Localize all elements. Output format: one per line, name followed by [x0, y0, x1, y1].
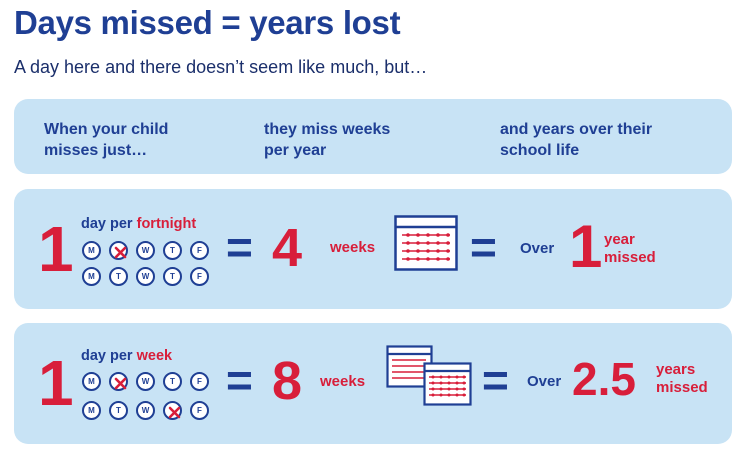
- page-title: Days missed = years lost: [14, 4, 401, 41]
- weeks-count: 4: [272, 218, 303, 278]
- day-thu-missed: T: [163, 401, 182, 420]
- frequency-label: day per fortnight: [81, 216, 197, 232]
- day-tue: T: [109, 401, 128, 420]
- equals-sign: =: [226, 354, 253, 406]
- years-label: year missed: [604, 231, 656, 266]
- day-fri: F: [190, 267, 209, 286]
- cross-circle-icon: [168, 406, 181, 419]
- years-count: 1: [569, 213, 603, 280]
- cross-circle-icon: [114, 377, 127, 390]
- page-subtitle: A day here and there doesn’t seem like m…: [14, 57, 428, 77]
- header-col-years: and years over their school life: [500, 121, 653, 159]
- over-label: Over: [520, 240, 555, 257]
- days-count: 1: [38, 347, 74, 419]
- days-count: 1: [38, 213, 74, 285]
- frequency-highlight: week: [136, 348, 173, 364]
- day-tue: T: [109, 267, 128, 286]
- day-mon: M: [82, 267, 101, 286]
- day-wed: W: [136, 372, 155, 391]
- day-fri: F: [190, 372, 209, 391]
- cross-circle-icon: [114, 246, 127, 259]
- over-label: Over: [527, 373, 562, 390]
- day-tue-missed: T: [109, 372, 128, 391]
- day-mon: M: [82, 401, 101, 420]
- weeks-label: weeks: [330, 239, 376, 256]
- day-fri: F: [190, 241, 209, 260]
- week-2-days: M T W T F: [82, 267, 209, 286]
- week-2-days: M T W T F: [82, 401, 209, 420]
- week-1-days: M T W T F: [82, 372, 209, 391]
- day-wed: W: [136, 241, 155, 260]
- day-thu: T: [163, 241, 182, 260]
- calendar-icon: [394, 215, 458, 271]
- row-week: 1 day per week M T W T F M T W T F = 8 w…: [14, 323, 732, 444]
- day-wed: W: [136, 401, 155, 420]
- day-thu: T: [163, 267, 182, 286]
- calendar-icon: [386, 345, 472, 406]
- weeks-count: 8: [272, 351, 303, 411]
- header-panel: When your child misses just… they miss w…: [14, 99, 732, 174]
- header-col-misses: When your child misses just…: [44, 121, 169, 159]
- frequency-label: day per week: [81, 348, 173, 364]
- equals-sign: =: [470, 221, 497, 273]
- years-label: years missed: [656, 361, 708, 396]
- day-mon: M: [82, 372, 101, 391]
- weeks-label: weeks: [320, 373, 366, 390]
- day-mon: M: [82, 241, 101, 260]
- day-fri: F: [190, 401, 209, 420]
- frequency-highlight: fortnight: [136, 216, 197, 232]
- day-tue-missed: T: [109, 241, 128, 260]
- day-thu: T: [163, 372, 182, 391]
- equals-sign: =: [226, 221, 253, 273]
- row-fortnight: 1 day per fortnight M T W T F M T W T F …: [14, 189, 732, 309]
- years-count: 2.5: [572, 353, 636, 405]
- week-1-days: M T W T F: [82, 241, 209, 260]
- equals-sign: =: [482, 354, 509, 406]
- header-col-weeks: they miss weeks per year: [264, 121, 391, 159]
- day-wed: W: [136, 267, 155, 286]
